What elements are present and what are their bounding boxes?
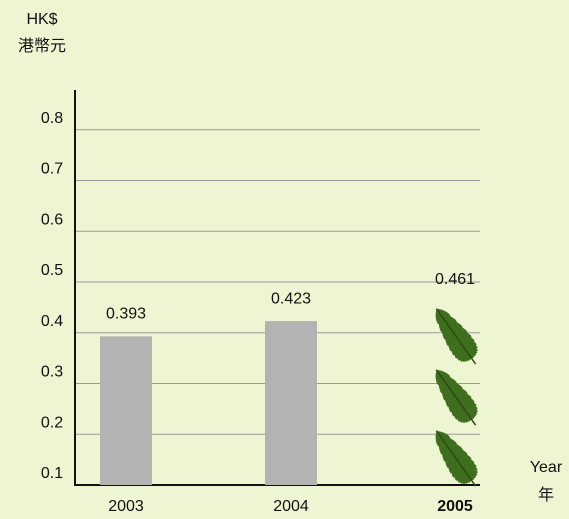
y-tick-label: 0.7: [41, 161, 63, 178]
y-tick-label: 0.8: [41, 110, 63, 127]
value-label: 0.461: [435, 271, 475, 288]
fern-stem: [435, 430, 477, 487]
x-label: Year: [530, 459, 563, 476]
value-label: 0.393: [106, 306, 146, 323]
bar: [100, 336, 152, 485]
x-tick-label: 2003: [108, 498, 144, 515]
y-tick-label: 0.1: [41, 465, 63, 482]
x-tick-label: 2005: [437, 498, 473, 515]
bar: [265, 321, 317, 485]
y-unit-chinese: 港幣元: [18, 37, 66, 55]
pictogram-bar: [435, 308, 478, 487]
fern-stem: [435, 369, 477, 426]
y-unit: HK$: [26, 11, 57, 28]
y-tick-label: 0.5: [41, 262, 63, 279]
fern-stem: [435, 308, 477, 365]
value-label: 0.423: [271, 290, 311, 307]
y-tick-label: 0.3: [41, 364, 63, 381]
x-label-chinese: 年: [538, 486, 554, 504]
y-tick-label: 0.2: [41, 414, 63, 431]
y-tick-label: 0.6: [41, 211, 63, 228]
y-tick-label: 0.4: [41, 313, 63, 330]
x-tick-label: 2004: [273, 498, 309, 515]
